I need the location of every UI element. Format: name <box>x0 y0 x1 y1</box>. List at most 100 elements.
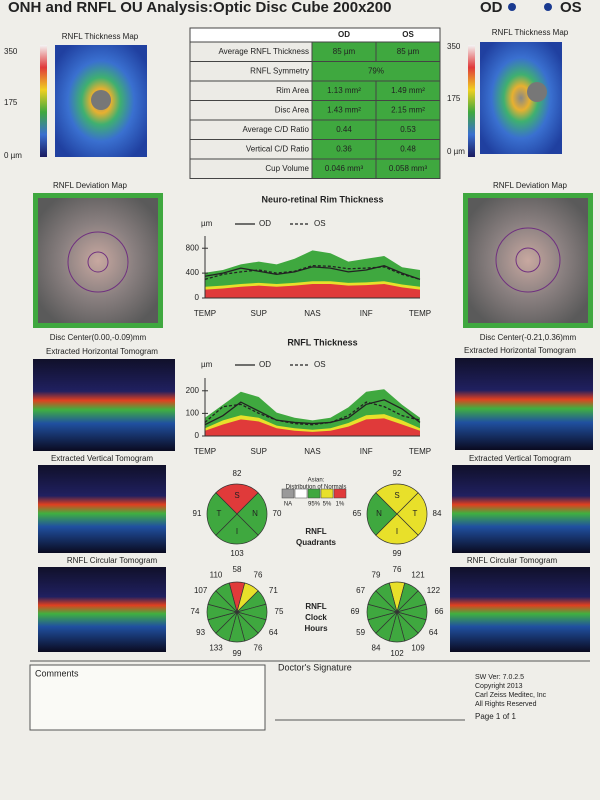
sector-value: 121 <box>411 571 425 580</box>
x-tick-label: TEMP <box>194 447 216 456</box>
disc-center: Disc Center(0.00,-0.09)mm <box>50 333 147 342</box>
tomogram-title: Extracted Vertical Tomogram <box>51 454 153 463</box>
y-tick-label: 100 <box>186 409 200 418</box>
scale-label: 350 <box>4 47 18 56</box>
sector-value: 75 <box>275 607 284 616</box>
sector-value: 67 <box>356 586 365 595</box>
sector-value: 93 <box>196 628 205 637</box>
row-label: Average RNFL Thickness <box>218 47 309 56</box>
tomogram-image <box>455 358 593 450</box>
y-tick-label: 400 <box>186 268 200 277</box>
circle-overlay <box>87 251 109 273</box>
profile-line <box>204 264 421 280</box>
value: 1.43 mm² <box>327 105 361 114</box>
disc <box>91 90 111 110</box>
color-scale <box>468 45 475 157</box>
value: 0.046 mm³ <box>325 164 364 173</box>
map-title: RNFL Thickness Map <box>62 32 139 41</box>
sector-value: 99 <box>393 549 402 558</box>
value: 0.53 <box>400 125 416 134</box>
tomogram-title: Extracted Horizontal Tomogram <box>464 346 576 355</box>
sector-value: 70 <box>273 509 282 518</box>
sector-letter: T <box>413 509 418 518</box>
sector-value: 109 <box>411 643 425 652</box>
sector-value: 91 <box>193 509 202 518</box>
eye-label: OS <box>560 0 582 16</box>
row-label: Average C/D Ratio <box>242 125 309 134</box>
tomogram-title: RNFL Circular Tomogram <box>67 556 158 565</box>
pie-caption: Clock <box>305 613 327 622</box>
tomogram-title: Extracted Horizontal Tomogram <box>46 347 158 356</box>
pie-sector <box>375 483 419 515</box>
circle-overlay <box>495 227 561 293</box>
pie-sector <box>215 582 238 614</box>
value: 0.44 <box>336 125 352 134</box>
map-title: RNFL Deviation Map <box>53 181 128 190</box>
page-number: Page 1 of 1 <box>475 712 516 721</box>
deviation-map-image <box>468 198 588 323</box>
sector-value: 82 <box>233 469 242 478</box>
profile-line <box>204 399 421 426</box>
pie-caption: RNFL <box>305 527 326 536</box>
profile-line <box>204 401 421 426</box>
tomogram-title: Extracted Vertical Tomogram <box>469 454 571 463</box>
sector-value: 84 <box>433 509 442 518</box>
chart-title: Neuro-retinal Rim Thickness <box>261 194 383 204</box>
x-tick-label: INF <box>360 309 373 318</box>
sector-value: 64 <box>429 628 438 637</box>
pie-caption: Hours <box>304 624 328 633</box>
legend-label: 95% <box>308 502 321 508</box>
sector-letter: I <box>396 527 398 536</box>
chart-title: RNFL Thickness <box>287 337 357 347</box>
pie-sector <box>206 492 238 536</box>
sector-value: 76 <box>254 643 263 652</box>
x-tick-label: SUP <box>251 309 267 318</box>
scale-label: 0 µm <box>4 151 22 160</box>
legend-label: NA <box>284 502 292 508</box>
sector-value: 102 <box>390 649 404 658</box>
x-tick-label: NAS <box>304 447 320 456</box>
legend-label: OD <box>259 360 271 369</box>
sector-value: 65 <box>353 509 362 518</box>
disc <box>527 82 547 102</box>
row-label: Cup Volume <box>265 164 309 173</box>
map-title: RNFL Deviation Map <box>493 181 568 190</box>
tomogram-image <box>450 567 590 652</box>
report-title: ONH and RNFL OU Analysis:Optic Disc Cube… <box>8 0 391 16</box>
comments-box <box>29 664 266 731</box>
sector-value: 58 <box>233 565 242 574</box>
value: 85 µm <box>333 47 356 56</box>
sector-letter: N <box>376 509 382 518</box>
scale-label: 350 <box>447 42 461 51</box>
sector-value: 66 <box>435 607 444 616</box>
normal-band <box>205 284 420 298</box>
circle-overlay <box>67 231 129 293</box>
tomogram-image <box>33 359 175 451</box>
profile-line <box>204 264 421 280</box>
sector-value: 59 <box>356 628 365 637</box>
x-tick-label: INF <box>360 447 373 456</box>
eye-dot <box>544 3 552 11</box>
pie-caption: Quadrants <box>296 538 337 547</box>
sector-letter: S <box>234 491 239 500</box>
sector-value: 133 <box>209 643 223 652</box>
pie-sector <box>215 483 259 515</box>
value: 79% <box>368 66 384 75</box>
scale-label: 175 <box>4 98 18 107</box>
row-label: Rim Area <box>276 86 309 95</box>
comments-label: Comments <box>35 668 79 678</box>
sector-value: 99 <box>233 649 242 658</box>
pie-caption: RNFL <box>305 602 326 611</box>
sector-value: 107 <box>194 586 208 595</box>
pie-sector <box>375 582 398 614</box>
legend-swatch <box>281 488 295 499</box>
y-axis-label: µm <box>201 360 213 369</box>
pie-sector <box>375 513 419 545</box>
scale-label: 0 µm <box>447 147 465 156</box>
sector-letter: I <box>236 527 238 536</box>
value: 85 µm <box>397 47 420 56</box>
pie-sector <box>236 492 268 536</box>
sector-value: 122 <box>427 586 441 595</box>
